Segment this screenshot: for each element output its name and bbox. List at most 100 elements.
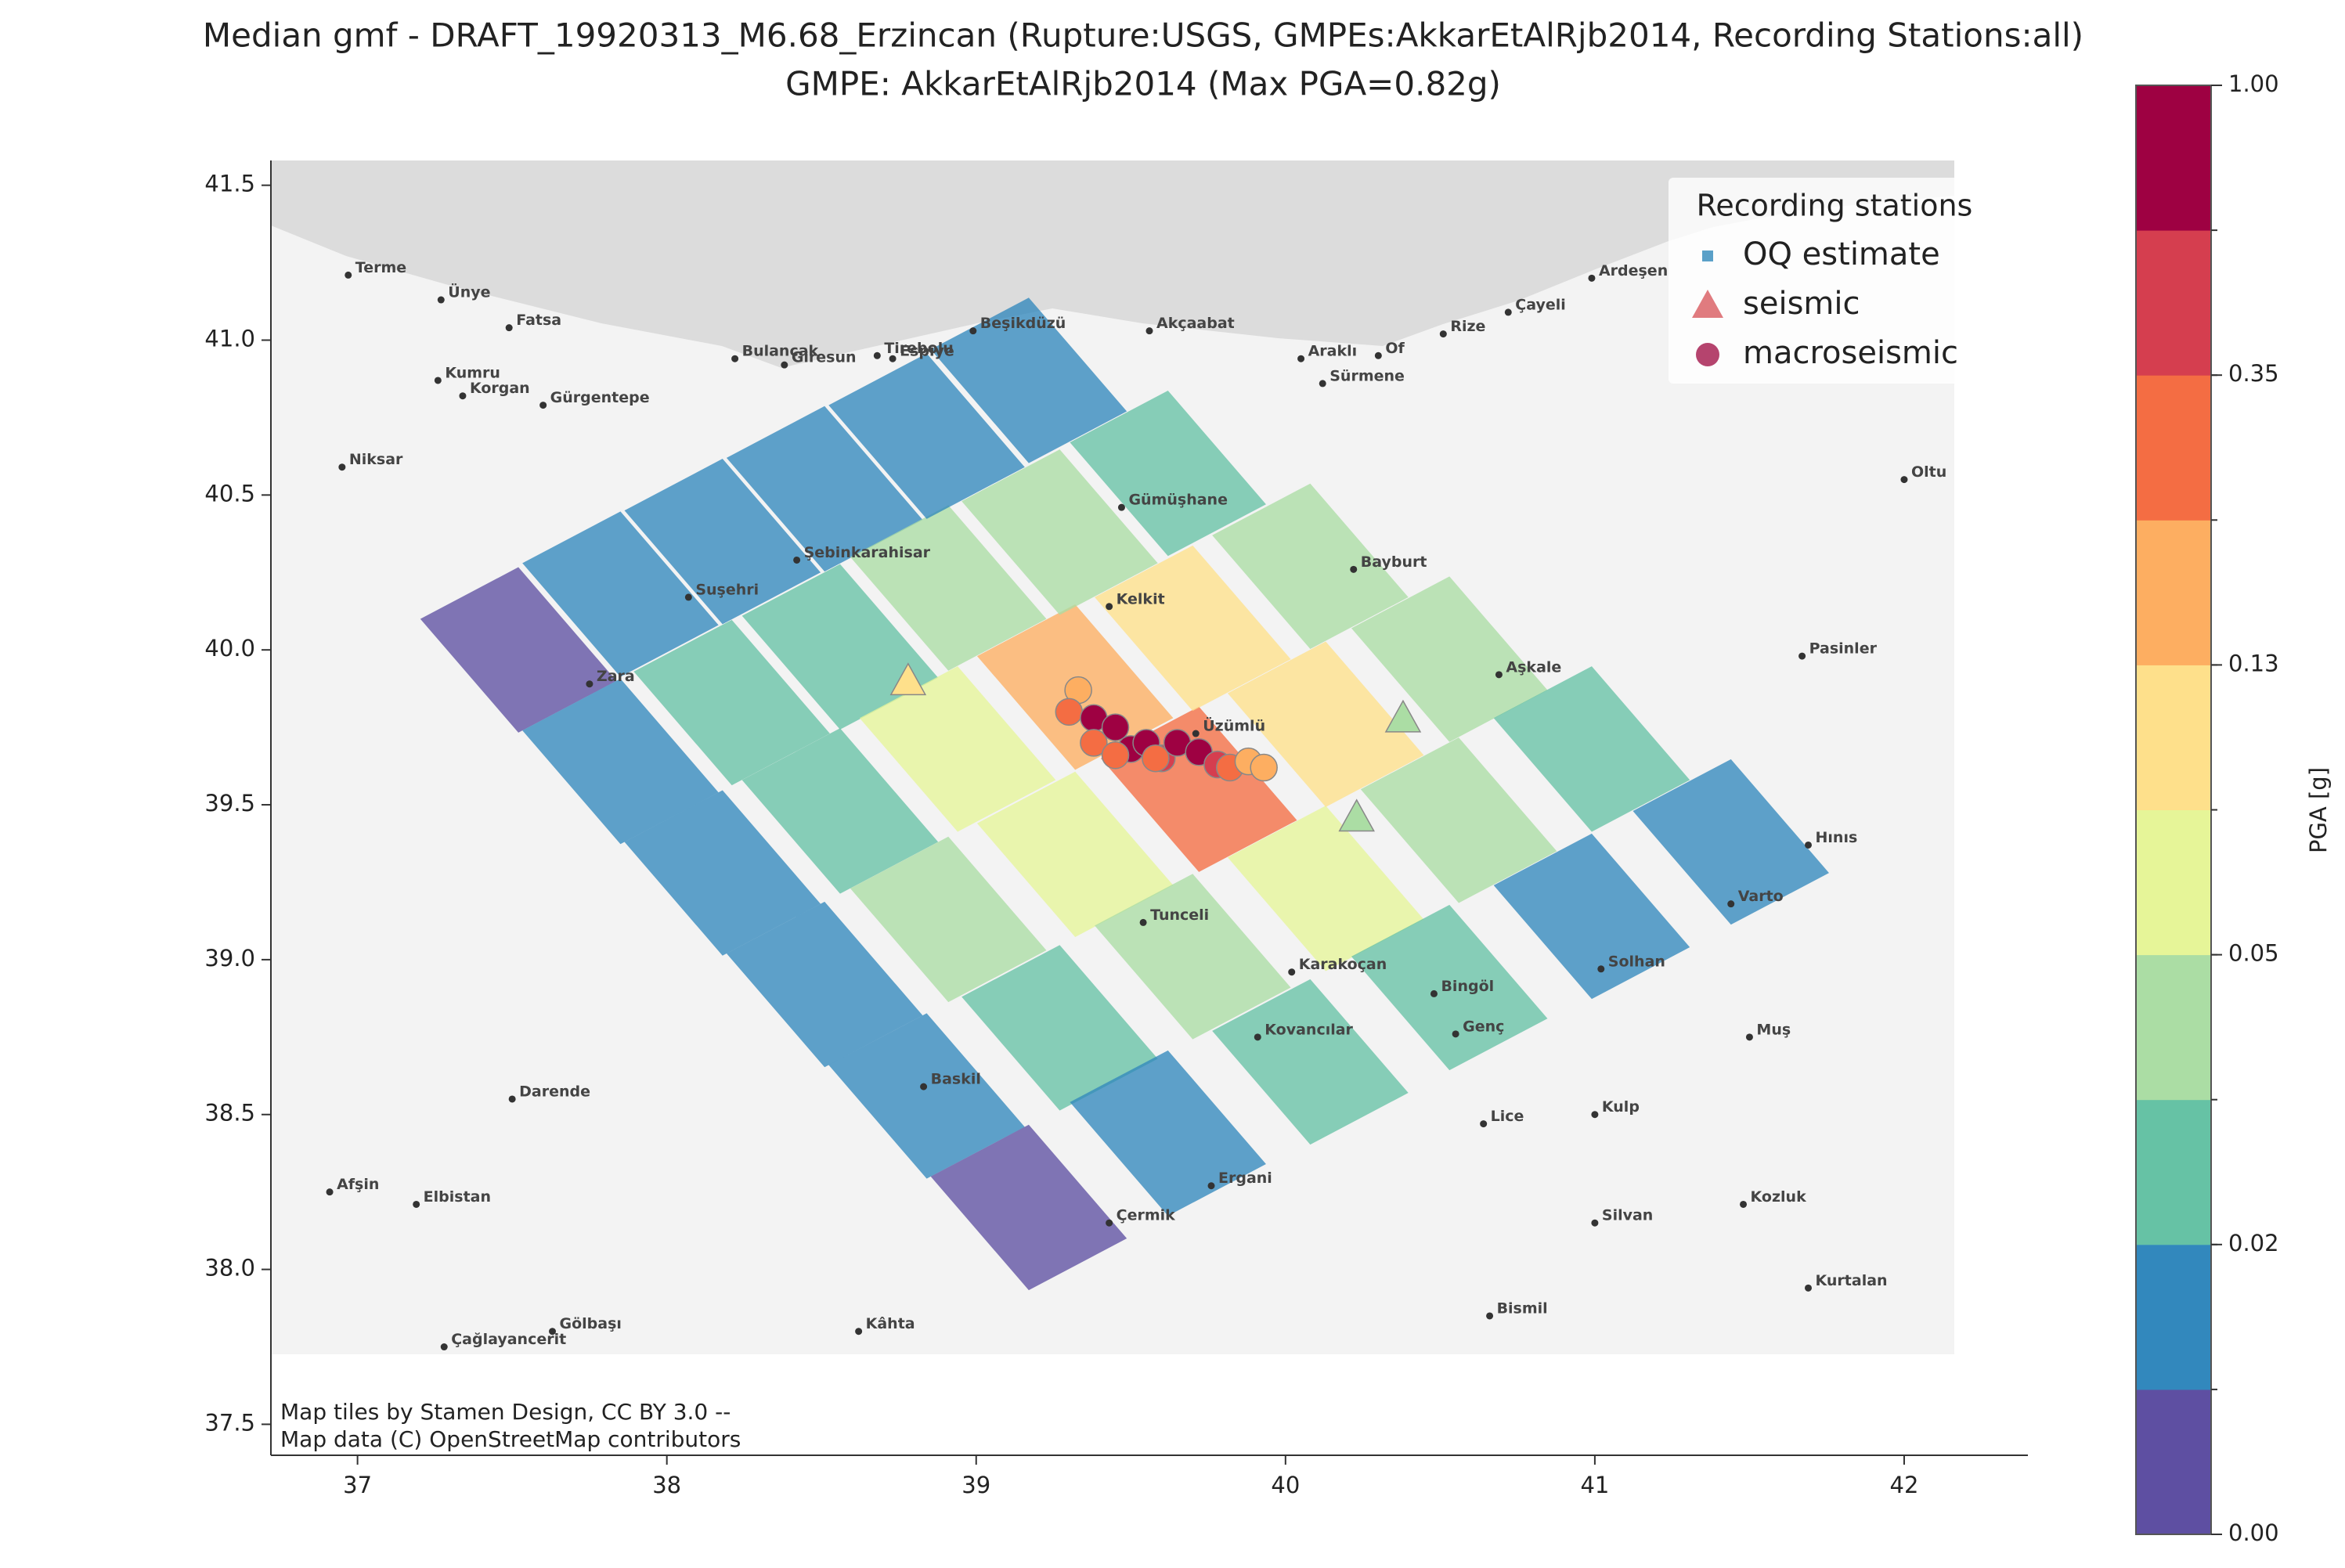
colorbar-tick-label: 0.05	[2228, 940, 2279, 967]
place-dot	[345, 271, 352, 279]
place-label: Araklı	[1308, 343, 1358, 360]
oq-cell	[930, 297, 1127, 463]
colorbar-tick-label: 0.13	[2228, 650, 2279, 676]
attribution: Map data (C) OpenStreetMap contributors	[280, 1426, 741, 1452]
oq-cell	[726, 406, 923, 572]
place-dot	[413, 1200, 420, 1208]
place-label: Üzümlü	[1203, 716, 1265, 735]
legend-label[interactable]: seismic	[1743, 286, 1860, 322]
colorbar-bin	[2136, 1244, 2211, 1390]
seismic-station	[1338, 798, 1375, 832]
place-label: Genç	[1463, 1018, 1504, 1035]
place-label: Kozluk	[1751, 1188, 1807, 1206]
colorbar-tick-label: 0.02	[2228, 1230, 2279, 1256]
legend-label[interactable]: OQ estimate	[1743, 236, 1940, 272]
place-dot	[1740, 1200, 1748, 1208]
place-dot	[1207, 1182, 1215, 1190]
place-label: Tirebolu	[884, 340, 953, 357]
oq-cell	[930, 1124, 1127, 1291]
oq-cell	[859, 666, 1056, 832]
oq-cell	[741, 564, 939, 730]
y-tick-label: 40.5	[204, 480, 255, 506]
legend-label[interactable]: macroseismic	[1743, 335, 1958, 371]
oq-cell	[961, 945, 1158, 1111]
place-label: Kâhta	[866, 1315, 915, 1332]
place-label: Terme	[355, 259, 406, 276]
oq-cell	[1227, 641, 1424, 807]
oq-cell	[1227, 806, 1424, 971]
oq-cell	[1070, 391, 1266, 557]
place-label: Bayburt	[1361, 553, 1427, 571]
place-label: Karakoçan	[1299, 956, 1387, 973]
attribution: Map tiles by Stamen Design, CC BY 3.0 --	[280, 1399, 731, 1425]
place-dot	[434, 377, 442, 384]
macroseismic-point	[1250, 753, 1278, 782]
place-label: Giresun	[792, 349, 857, 366]
colorbar-bin	[2136, 520, 2211, 665]
place-label: Espiye	[900, 343, 954, 360]
place-dot	[969, 327, 977, 335]
place-label: Hınıs	[1816, 829, 1858, 846]
place-dot	[1591, 1111, 1599, 1119]
oq-cell	[741, 728, 939, 894]
oq-cell	[850, 505, 1047, 671]
legend-swatch	[1692, 290, 1723, 318]
place-label: Suşehri	[695, 581, 759, 598]
place-dot	[1486, 1312, 1494, 1320]
place-label: Çermik	[1117, 1207, 1176, 1224]
oq-cell	[828, 353, 1025, 519]
macroseismic-point	[1101, 741, 1130, 770]
legend-title: Recording stations	[1697, 189, 1973, 223]
place-dot	[459, 392, 467, 400]
x-tick-label: 42	[1890, 1472, 1919, 1498]
place-label: Ergani	[1218, 1170, 1272, 1187]
oq-cell	[624, 459, 821, 625]
oq-cell	[522, 678, 719, 845]
place-label: Kumru	[445, 364, 500, 381]
place-label: Korgan	[470, 380, 530, 397]
x-tick-label: 37	[343, 1472, 372, 1498]
place-dot	[1805, 841, 1812, 849]
place-dot	[1798, 652, 1806, 660]
place-label: Oltu	[1911, 463, 1946, 481]
sea	[271, 160, 1954, 368]
place-dot	[855, 1328, 863, 1336]
place-label: Bismil	[1497, 1299, 1548, 1317]
y-tick-label: 39.5	[204, 790, 255, 816]
legend-swatch	[1696, 343, 1719, 366]
place-dot	[873, 351, 881, 359]
legend-box	[1669, 178, 2000, 384]
place-dot	[920, 1083, 928, 1090]
y-tick-label: 41.5	[204, 171, 255, 197]
place-label: Darende	[519, 1083, 590, 1100]
oq-cell	[1212, 979, 1409, 1145]
place-dot	[1597, 965, 1605, 973]
place-dot	[1117, 503, 1125, 511]
macroseismic-point	[1055, 697, 1084, 726]
place-label: Beşikdüzü	[980, 315, 1066, 332]
place-label: Tunceli	[1150, 907, 1209, 924]
place-dot	[338, 463, 346, 471]
place-dot	[440, 1343, 448, 1351]
place-label: Muş	[1756, 1021, 1791, 1038]
chart-title: Median gmf - DRAFT_19920313_M6.68_Erzinc…	[203, 16, 2083, 55]
place-dot	[1139, 918, 1147, 926]
place-dot	[1588, 274, 1596, 282]
place-label: Kurtalan	[1816, 1272, 1888, 1289]
oq-cell	[1351, 576, 1548, 742]
place-label: Fatsa	[516, 312, 561, 329]
place-dot	[1374, 351, 1382, 359]
place-label: Pasinler	[1809, 640, 1878, 658]
place-label: Çayeli	[1515, 296, 1565, 313]
colorbar-bin	[2136, 1099, 2211, 1245]
place-dot	[1192, 730, 1200, 737]
oq-cell	[1493, 666, 1690, 832]
place-label: Sürmene	[1329, 367, 1405, 384]
place-label: Kelkit	[1117, 590, 1165, 607]
x-tick-label: 41	[1580, 1472, 1609, 1498]
place-dot	[437, 296, 445, 304]
place-dot	[549, 1328, 557, 1336]
place-label: Aşkale	[1506, 658, 1561, 676]
y-tick-label: 41.0	[204, 326, 255, 352]
